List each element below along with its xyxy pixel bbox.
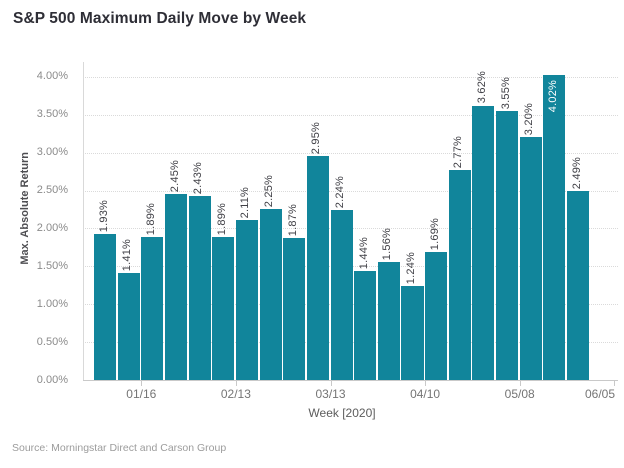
y-tick-label: 0.50% xyxy=(36,335,68,348)
y-tick-label: 2.00% xyxy=(36,221,68,234)
bar-value-label: 1.93% xyxy=(97,199,110,232)
bar-value-label: 1.56% xyxy=(381,227,394,260)
bar[interactable] xyxy=(448,170,471,380)
chart-title: S&P 500 Maximum Daily Move by Week xyxy=(13,10,307,27)
x-tick-mark xyxy=(141,381,143,386)
bar[interactable] xyxy=(472,105,495,380)
y-axis-title: Max. Absolute Return xyxy=(19,152,31,265)
x-tick-label: 04/10 xyxy=(410,387,441,401)
bar[interactable] xyxy=(401,286,424,380)
y-tick-label: 1.50% xyxy=(36,259,68,272)
x-tick-mark xyxy=(519,381,521,386)
bar[interactable] xyxy=(354,270,377,380)
bar[interactable] xyxy=(94,233,117,380)
bar-value-label: 2.43% xyxy=(192,161,205,194)
bar-value-label: 3.20% xyxy=(523,103,536,136)
bar-value-label: 1.69% xyxy=(428,217,441,250)
bar-value-label: 1.87% xyxy=(286,204,299,237)
bar-value-label: 2.24% xyxy=(334,176,347,209)
bar[interactable] xyxy=(259,209,282,380)
bar[interactable] xyxy=(425,251,448,380)
source-note: Source: Morningstar Direct and Carson Gr… xyxy=(12,442,227,454)
y-tick-label: 1.00% xyxy=(36,297,68,310)
y-tick-label: 0.00% xyxy=(36,373,68,386)
gridline xyxy=(83,114,618,116)
x-tick-mark xyxy=(614,381,616,386)
bar-value-label: 2.49% xyxy=(570,157,583,190)
x-tick-label: 02/13 xyxy=(220,387,251,401)
bar[interactable] xyxy=(306,156,329,380)
bar-value-label: 1.89% xyxy=(144,202,157,235)
x-tick-label: 05/08 xyxy=(504,387,535,401)
bar-value-label: 2.25% xyxy=(263,175,276,208)
bar[interactable] xyxy=(164,194,188,380)
bar-value-label: 3.55% xyxy=(499,76,512,109)
bar-value-label: 4.02% xyxy=(546,80,559,113)
x-axis-title: Week [2020] xyxy=(308,406,376,420)
bar-value-label: 1.44% xyxy=(357,236,370,269)
bar[interactable] xyxy=(188,195,211,380)
bar-value-label: 3.62% xyxy=(475,71,488,104)
bar[interactable] xyxy=(212,236,235,380)
bar[interactable] xyxy=(235,220,258,380)
bar[interactable] xyxy=(519,137,542,380)
x-tick-label: 03/13 xyxy=(315,387,346,401)
x-tick-label: 06/05 xyxy=(584,387,616,401)
bar[interactable] xyxy=(330,210,353,380)
x-tick-mark xyxy=(235,381,237,386)
bar-value-label: 1.41% xyxy=(121,238,134,272)
bar-value-label: 1.24% xyxy=(405,251,417,285)
x-axis-line xyxy=(83,380,618,381)
x-tick-mark xyxy=(330,381,332,386)
bar-value-label: 2.95% xyxy=(310,122,323,155)
bar[interactable] xyxy=(567,191,590,380)
bar[interactable] xyxy=(117,273,140,380)
y-axis-line xyxy=(83,62,84,380)
bar[interactable] xyxy=(496,110,519,380)
bar-value-label: 2.11% xyxy=(239,186,252,219)
bar[interactable] xyxy=(283,238,306,380)
bar-value-label: 2.77% xyxy=(452,135,465,169)
y-tick-label: 3.50% xyxy=(36,108,68,121)
bar-value-label: 2.45% xyxy=(168,160,181,193)
x-tick-label: 01/16 xyxy=(126,387,157,401)
x-tick-mark xyxy=(425,381,427,386)
bar[interactable] xyxy=(543,75,566,380)
y-tick-label: 3.00% xyxy=(36,146,68,159)
gridline xyxy=(83,190,618,192)
bar-value-label: 1.89% xyxy=(215,202,228,235)
gridline xyxy=(83,76,618,78)
bar[interactable] xyxy=(377,261,400,380)
bar[interactable] xyxy=(141,236,164,380)
y-tick-label: 4.00% xyxy=(36,70,68,83)
y-tick-label: 2.50% xyxy=(36,184,68,196)
gridline xyxy=(83,152,618,154)
